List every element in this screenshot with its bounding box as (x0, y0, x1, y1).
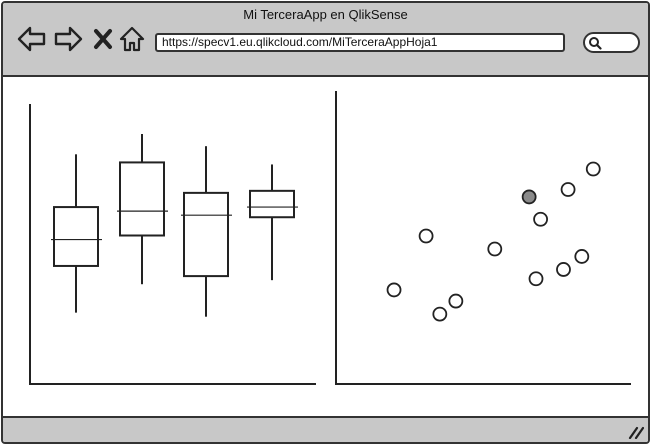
box-1 (51, 154, 102, 313)
box-1-body (53, 206, 99, 267)
stop-button[interactable] (92, 25, 114, 53)
charts-canvas (29, 91, 631, 385)
scatter-point-1 (418, 228, 434, 244)
arrow-left-icon (17, 26, 46, 52)
forward-button[interactable] (53, 25, 83, 53)
scatter-point-10 (528, 271, 544, 287)
back-button[interactable] (17, 25, 47, 53)
box-3 (181, 146, 232, 317)
address-bar[interactable]: https://specv1.eu.qlikcloud.com/MiTercer… (155, 33, 565, 52)
home-button[interactable] (119, 25, 145, 53)
box-4-body (249, 189, 295, 219)
box-plot-chart (29, 104, 316, 385)
scatter-point-5 (487, 241, 503, 257)
box-2 (117, 134, 168, 285)
search-icon (589, 37, 602, 50)
status-bar (3, 416, 648, 442)
arrow-right-icon (54, 26, 83, 52)
scatter-chart (336, 161, 631, 385)
scatter-point-6 (521, 189, 537, 205)
page-content (3, 77, 648, 416)
title-bar: Mi TerceraApp en QlikSense https://specv… (3, 3, 648, 77)
box-4 (247, 164, 298, 281)
box-3-body (183, 191, 229, 278)
scatter-point-12 (574, 249, 590, 264)
scatter-point-9 (585, 161, 601, 177)
scatter-point-11 (556, 262, 571, 277)
scatter-point-3 (448, 293, 464, 309)
resize-grip-icon[interactable] (628, 425, 644, 439)
scatter-point-8 (560, 182, 576, 197)
window-title: Mi TerceraApp en QlikSense (243, 7, 408, 22)
scatter-point-2 (386, 282, 402, 298)
scatter-point-7 (533, 211, 548, 227)
search-input[interactable] (583, 32, 640, 53)
x-icon (94, 29, 112, 49)
scatter-point-4 (432, 306, 448, 322)
box-2-body (119, 161, 165, 237)
home-icon (119, 26, 145, 52)
